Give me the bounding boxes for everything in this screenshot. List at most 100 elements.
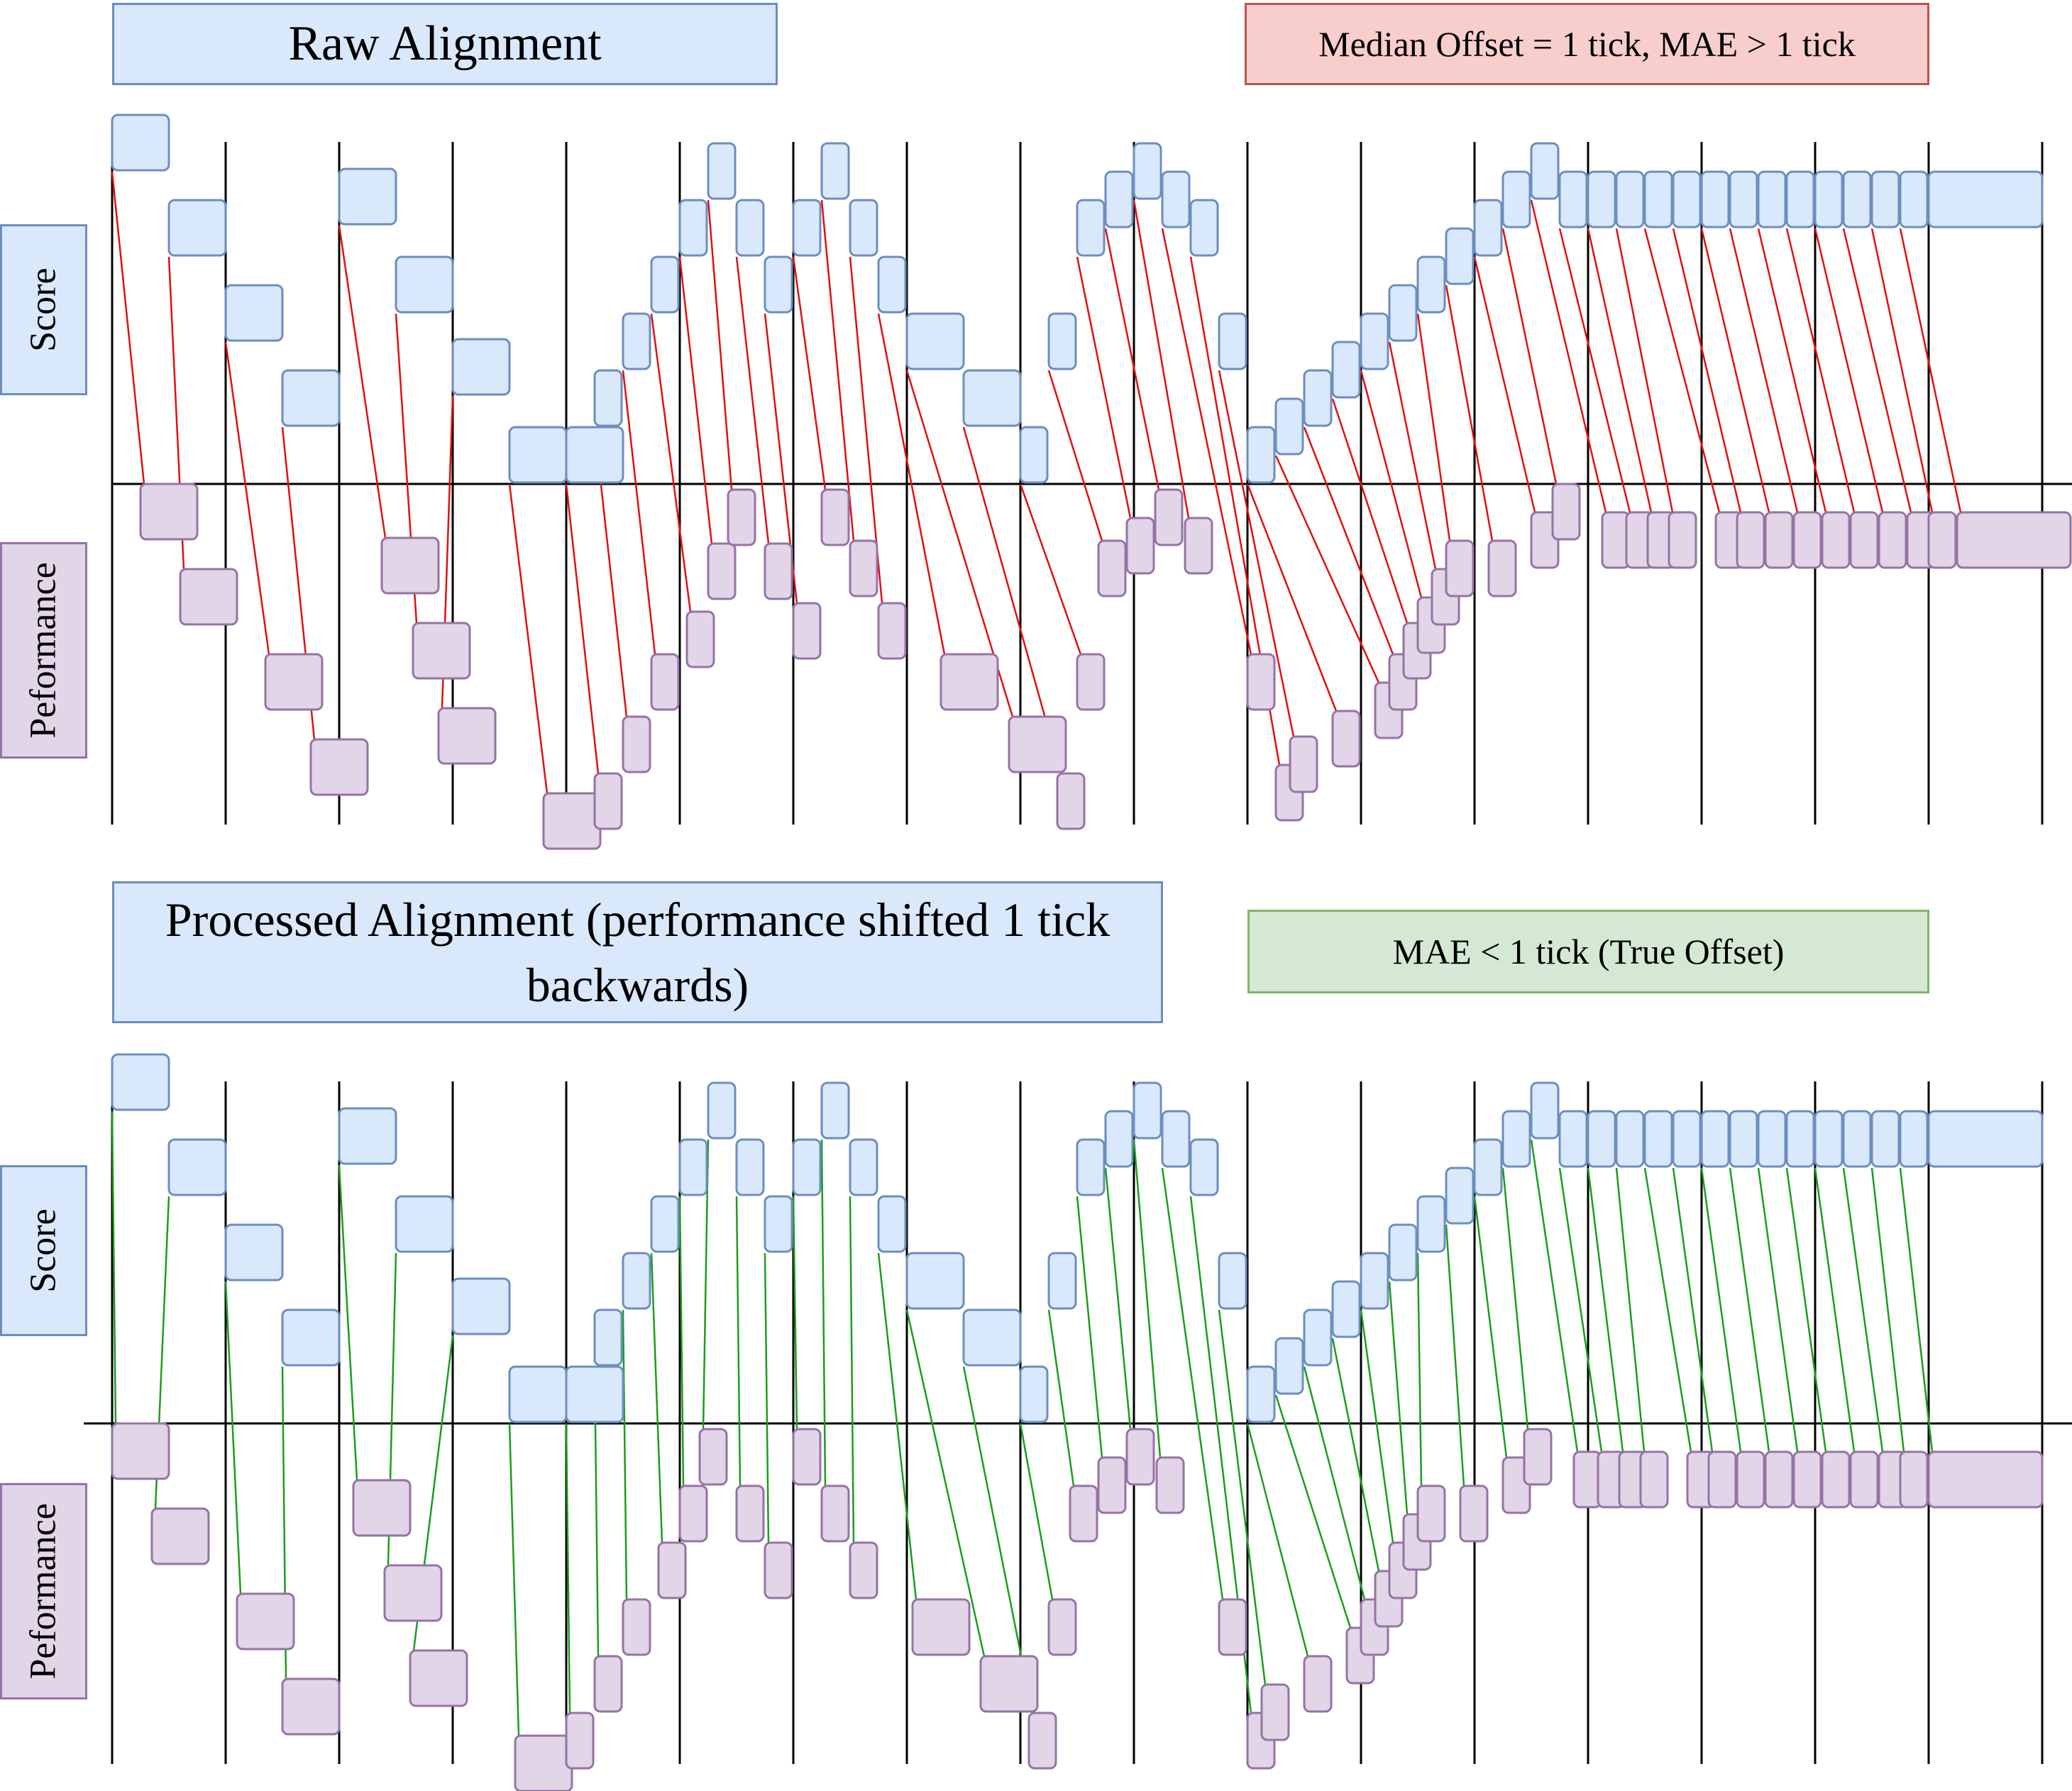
processed-score-note: [508, 1365, 568, 1423]
raw-performance-note: [264, 653, 324, 711]
raw-performance-note: [622, 715, 651, 773]
processed-alignment-line: [1501, 1167, 1529, 1430]
processed-performance-note: [1260, 1683, 1290, 1741]
raw-alignment-line: [1047, 370, 1103, 541]
processed-performance-note: [1027, 1712, 1057, 1770]
raw-alignment-line: [1019, 483, 1082, 655]
raw-performance-note: [764, 542, 793, 600]
processed-alignment-line: [1842, 1167, 1884, 1453]
raw-score-note: [1445, 227, 1475, 285]
raw-score-label: Score: [0, 224, 87, 395]
processed-score-note: [764, 1195, 793, 1253]
raw-performance-note: [1849, 511, 1879, 569]
raw-alignment-line: [1445, 285, 1494, 541]
raw-score-note: [1076, 199, 1106, 257]
processed-performance-note: [281, 1677, 341, 1736]
raw-alignment-line: [1700, 228, 1770, 513]
processed-performance-note: [911, 1598, 971, 1656]
raw-alignment-line: [1133, 199, 1190, 519]
processed-alignment-line: [338, 1164, 358, 1481]
raw-score-note: [877, 255, 907, 314]
raw-score-note: [451, 338, 511, 396]
raw-score-note: [1927, 170, 2044, 228]
raw-alignment-line: [1218, 370, 1295, 737]
raw-alignment-line: [1643, 228, 1721, 513]
raw-alignment-line: [1274, 455, 1380, 683]
processed-performance-note: [1303, 1655, 1333, 1713]
processed-score-note: [167, 1138, 227, 1196]
processed-performance-note: [1639, 1450, 1669, 1509]
processed-score-note: [281, 1308, 341, 1367]
processed-alignment-line: [1331, 1338, 1380, 1572]
processed-alignment-line: [764, 1252, 770, 1543]
raw-alignment-metric: Median Offset = 1 tick, MAE > 1 tick: [1245, 3, 1929, 85]
processed-score-note: [1189, 1138, 1219, 1196]
processed-performance-note: [1218, 1598, 1247, 1656]
processed-alignment-line: [1047, 1309, 1075, 1487]
processed-alignment-line: [1757, 1167, 1799, 1453]
processed-alignment-line: [1587, 1167, 1624, 1453]
processed-alignment-line: [1161, 1167, 1224, 1600]
processed-alignment-title: Processed Alignment (performance shifted…: [112, 881, 1163, 1023]
processed-alignment-line: [224, 1281, 242, 1594]
raw-performance-note: [685, 610, 715, 668]
processed-score-note: [1785, 1110, 1815, 1168]
raw-performance-note: [1764, 511, 1794, 569]
processed-performance-note: [1125, 1428, 1155, 1486]
raw-performance-note: [1184, 517, 1213, 575]
raw-score-note: [1189, 199, 1219, 257]
processed-alignment-line: [1615, 1167, 1646, 1453]
raw-score-note: [1360, 312, 1389, 370]
processed-score-note: [224, 1223, 284, 1282]
processed-performance-note: [1523, 1428, 1553, 1486]
processed-score-note: [1757, 1110, 1787, 1168]
raw-performance-note: [1487, 539, 1517, 597]
processed-performance-note: [1792, 1450, 1822, 1509]
raw-score-note: [1785, 170, 1815, 228]
raw-score-note: [1274, 397, 1304, 456]
raw-score-note: [764, 255, 793, 314]
processed-score-note: [1870, 1110, 1900, 1168]
processed-performance-note: [979, 1655, 1039, 1713]
processed-alignment-line: [792, 1196, 798, 1430]
processed-score-note: [1700, 1110, 1730, 1168]
raw-alignment-line: [1729, 228, 1799, 513]
raw-score-note: [1047, 312, 1077, 370]
raw-alignment-line: [622, 370, 656, 655]
processed-alignment-line: [1729, 1167, 1770, 1453]
processed-performance-note: [764, 1541, 793, 1599]
processed-alignment-panel: [84, 1053, 2072, 1791]
raw-score-note: [792, 199, 822, 257]
raw-score-note: [1842, 170, 1872, 228]
processed-score-note: [1388, 1223, 1418, 1282]
processed-performance-note: [1764, 1450, 1794, 1509]
processed-alignment-line: [508, 1423, 520, 1736]
raw-performance-note: [412, 622, 471, 680]
raw-performance-note: [1056, 772, 1086, 830]
processed-performance-note: [657, 1541, 687, 1599]
processed-alignment-line: [111, 1111, 117, 1424]
raw-performance-note: [1668, 511, 1697, 569]
processed-performance-note: [1459, 1484, 1489, 1543]
processed-score-note: [1814, 1110, 1844, 1168]
raw-alignment-line: [338, 225, 387, 539]
processed-performance-label: Peformance: [0, 1483, 87, 1699]
processed-performance-note: [849, 1541, 878, 1599]
raw-alignment-line: [1615, 228, 1674, 513]
processed-alignment-line: [650, 1252, 663, 1543]
processed-score-note: [1473, 1138, 1503, 1196]
raw-alignment-line: [650, 313, 692, 612]
raw-score-note: [565, 426, 624, 484]
processed-score-note: [1729, 1110, 1758, 1168]
raw-performance-note: [1008, 715, 1067, 773]
raw-performance-label: Peformance: [0, 542, 87, 759]
raw-score-note: [281, 369, 341, 427]
processed-performance-note: [622, 1598, 651, 1656]
raw-score-note: [1133, 142, 1162, 200]
processed-performance-label-text: Peformance: [23, 1503, 65, 1680]
raw-performance-note: [1246, 653, 1276, 711]
processed-score-note: [1445, 1167, 1475, 1225]
raw-performance-note: [727, 488, 756, 546]
raw-alignment-line: [820, 199, 855, 541]
